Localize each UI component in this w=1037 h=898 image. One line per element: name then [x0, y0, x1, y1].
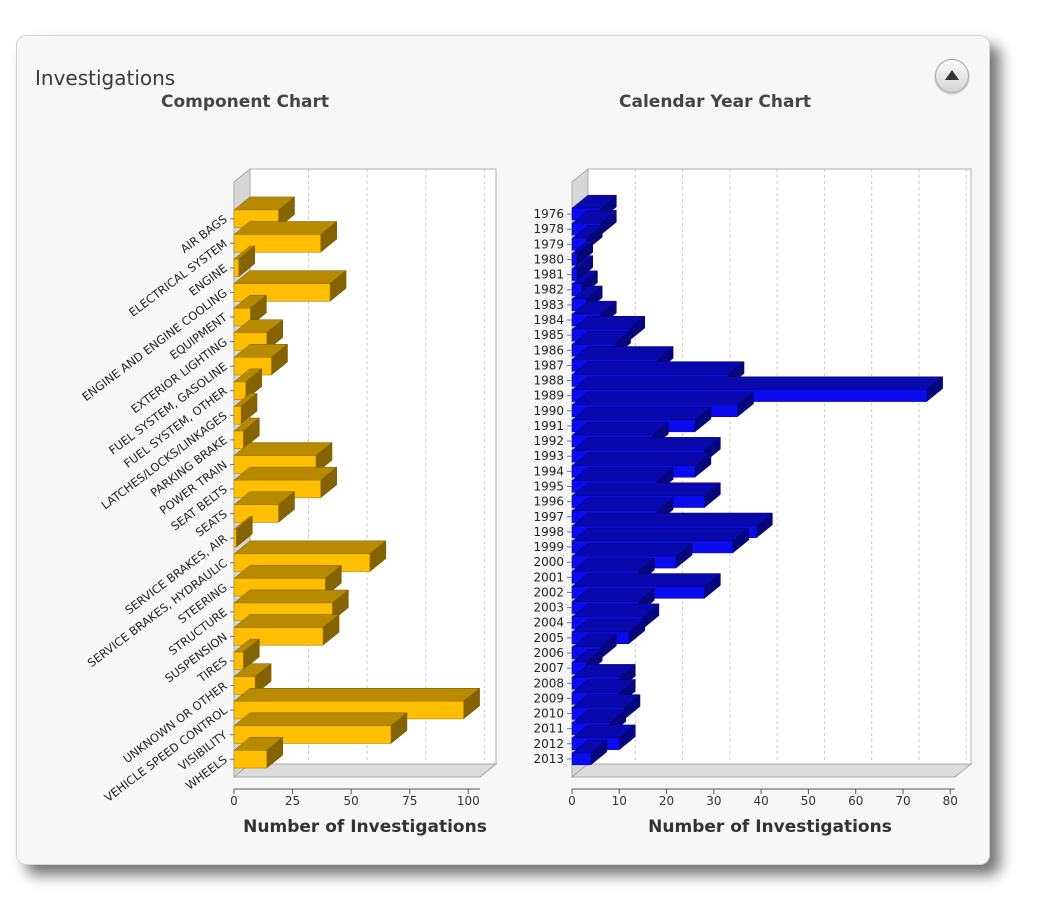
investigations-panel: Investigations: [16, 35, 990, 865]
collapse-button[interactable]: [935, 59, 969, 93]
panel-title: Investigations: [35, 66, 176, 90]
triangle-up-icon: [945, 70, 959, 80]
calendar-year-chart-title: Calendar Year Chart: [619, 92, 811, 112]
component-chart-title: Component Chart: [160, 92, 330, 112]
